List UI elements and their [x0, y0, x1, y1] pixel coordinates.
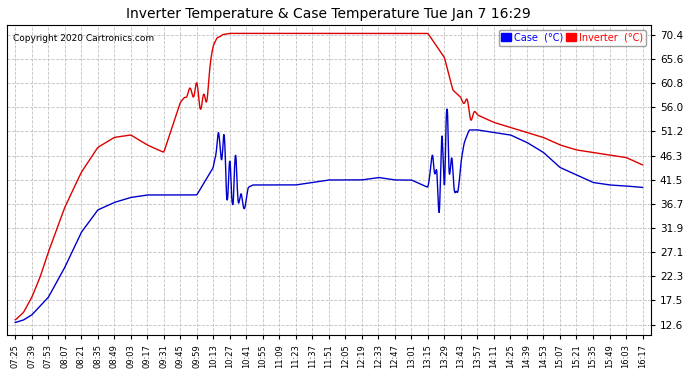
Text: Copyright 2020 Cartronics.com: Copyright 2020 Cartronics.com [13, 34, 155, 43]
Legend: Case  (°C), Inverter  (°C): Case (°C), Inverter (°C) [498, 30, 646, 46]
Title: Inverter Temperature & Case Temperature Tue Jan 7 16:29: Inverter Temperature & Case Temperature … [126, 7, 531, 21]
